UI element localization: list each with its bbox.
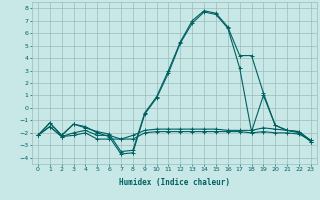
X-axis label: Humidex (Indice chaleur): Humidex (Indice chaleur) (119, 178, 230, 187)
